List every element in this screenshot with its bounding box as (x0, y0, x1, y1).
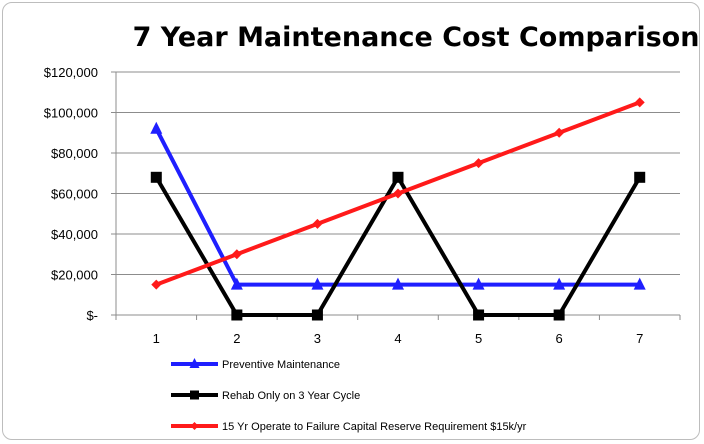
data-point-triangle (189, 358, 200, 368)
data-point-diamond (231, 249, 242, 260)
data-point-triangle (472, 277, 485, 290)
legend-label: 15 Yr Operate to Failure Capital Reserve… (222, 421, 527, 433)
legend-entry: 15 Yr Operate to Failure Capital Reserve… (171, 421, 527, 433)
legend-label: Preventive Maintenance (222, 359, 340, 371)
y-tick-label: $100,000 (44, 106, 98, 121)
legend-entry: Preventive Maintenance (171, 358, 340, 371)
data-point-square (231, 309, 243, 321)
data-point-square (634, 171, 646, 183)
series-2 (150, 171, 646, 321)
data-point-triangle (150, 121, 163, 134)
series-3 (151, 97, 645, 290)
y-tick-label: $- (86, 308, 98, 323)
series-lines (150, 97, 646, 321)
y-tick-label: $80,000 (51, 146, 98, 161)
x-axis: 1 2 3 4 5 6 7 (115, 314, 681, 346)
chart-frame (2, 2, 700, 440)
gridlines (116, 71, 680, 316)
data-point-square (150, 171, 162, 183)
data-point-square (190, 390, 199, 400)
data-point-diamond (554, 127, 565, 138)
x-tick-label: 1 (153, 331, 160, 346)
data-point-triangle (553, 277, 566, 290)
data-point-square (392, 171, 404, 183)
data-point-diamond (473, 158, 484, 169)
data-point-triangle (311, 277, 324, 290)
legend-entry: Rehab Only on 3 Year Cycle (171, 390, 360, 402)
legend-label: Rehab Only on 3 Year Cycle (222, 390, 360, 402)
chart-title: 7 Year Maintenance Cost Comparison (132, 22, 700, 53)
data-point-diamond (190, 422, 199, 430)
legend: Preventive Maintenance Rehab Only on 3 Ye… (171, 358, 527, 433)
series-line (154, 127, 640, 287)
x-tick-label: 4 (394, 331, 401, 346)
x-tick-label: 2 (233, 331, 240, 346)
x-tick-label: 6 (556, 331, 563, 346)
series-1 (150, 121, 646, 290)
y-axis: $- $20,000 $40,000 $60,000 $80,000 $100,000 $1… (44, 65, 117, 323)
data-point-square (311, 309, 323, 321)
x-tick-label: 3 (314, 331, 321, 346)
x-tick-label: 5 (475, 331, 482, 346)
data-point-diamond (634, 97, 645, 108)
x-tick-label: 7 (636, 331, 643, 346)
data-point-triangle (392, 277, 404, 290)
data-point-square (553, 309, 565, 321)
data-point-triangle (633, 277, 646, 290)
data-point-diamond (393, 188, 403, 199)
y-tick-label: $20,000 (51, 268, 98, 283)
y-tick-label: $60,000 (51, 187, 98, 202)
data-point-diamond (151, 279, 162, 290)
data-point-diamond (312, 218, 323, 229)
data-point-square (473, 309, 485, 321)
y-tick-label: $40,000 (51, 227, 98, 242)
data-point-triangle (230, 277, 243, 290)
y-tick-label: $120,000 (44, 65, 98, 80)
